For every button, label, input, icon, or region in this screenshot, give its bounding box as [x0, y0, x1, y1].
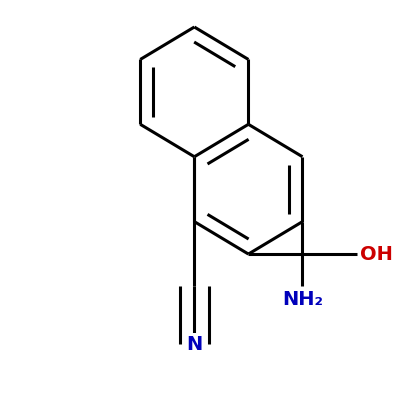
Text: NH₂: NH₂	[282, 290, 323, 309]
Text: N: N	[186, 335, 202, 354]
Text: OH: OH	[360, 244, 393, 264]
